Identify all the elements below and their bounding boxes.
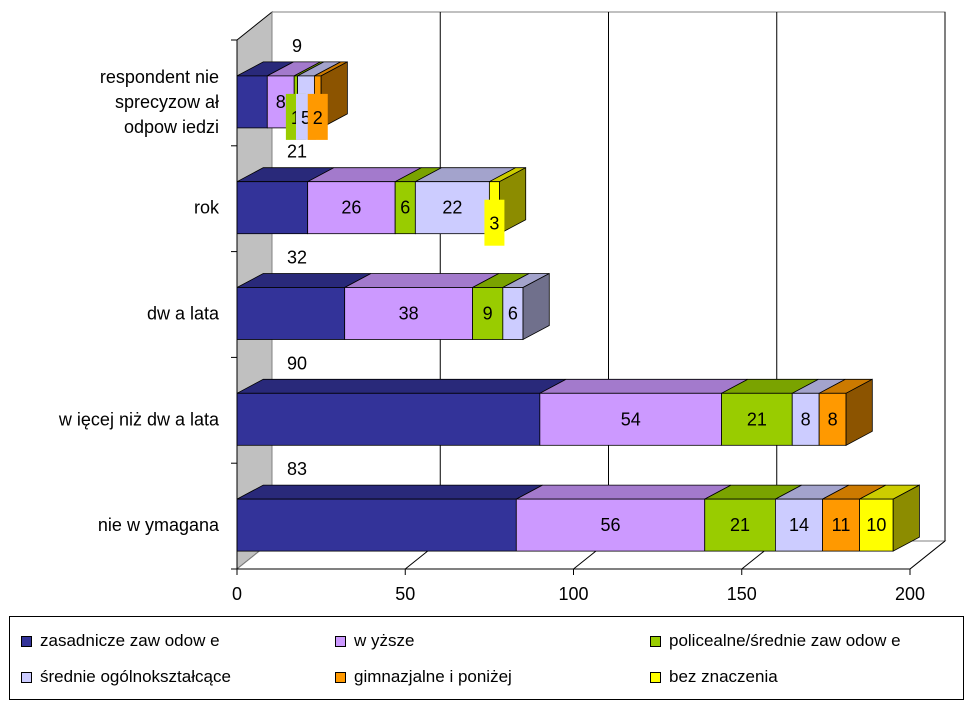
data-label: 54 [621,409,641,429]
x-tick-label: 150 [727,584,757,604]
data-label: 3 [489,214,499,234]
legend-item: średnie ogólnokształcące [21,667,231,687]
data-label-box [484,199,505,246]
bar-segment [236,498,517,552]
legend-label: bez znaczenia [669,667,778,686]
legend-label: w yższe [354,631,415,650]
legend-swatch [21,671,32,683]
data-label: 32 [287,248,307,268]
data-label: 90 [287,353,307,373]
bar-segment [236,287,346,340]
data-label: 38 [399,304,419,324]
bar-segment [307,181,396,235]
legend-item: gimnazjalne i poniżej [335,667,512,687]
legend-swatch [650,671,661,683]
bar-segment [236,392,541,446]
x-axis-ticks: 0 50 100 150 200 [231,39,925,604]
floor-gridline [909,540,946,570]
x-tick-label: 200 [895,584,925,604]
data-label: 8 [801,409,811,429]
bar-side [892,484,920,552]
data-label: 21 [747,409,767,429]
data-label: 9 [292,36,302,56]
category-label: w ięcej niż dw a lata [58,409,220,429]
bar-segment [414,181,490,235]
data-label: 21 [730,515,750,535]
category-label: sprecyzow ał [115,92,219,112]
data-label: 5 [301,108,311,128]
category-label: rok [194,198,220,218]
x-tick-label: 100 [558,584,588,604]
legend-item: w yższe [335,631,414,651]
data-label: 22 [442,198,462,218]
bar-segment [236,181,309,235]
data-label: 11 [832,515,851,535]
legend-label: średnie ogólnokształcące [40,667,231,686]
data-label: 9 [483,304,493,324]
data-label: 1 [291,108,301,128]
category-labels: respondent nie sprecyzow ał odpow iedzi rok… [58,67,220,535]
bar-segment [818,392,847,446]
bar-side [522,272,550,341]
legend-label: zasadnicze zaw odow e [40,631,220,650]
bar-top [516,484,732,500]
category-label: respondent nie [100,67,219,87]
x-tick-label: 50 [395,584,415,604]
bar-segment [236,75,268,129]
legend-swatch [335,671,346,683]
data-label: 56 [600,515,620,535]
data-label: 21 [287,142,307,162]
category-label: nie w ymagana [98,515,220,535]
bar-segment [775,498,823,552]
data-label: 2 [313,108,323,128]
data-label: 10 [866,515,886,535]
data-label: 8 [276,92,286,112]
bar-segment [539,392,722,446]
bar-top [236,378,567,394]
legend-item: policealne/średnie zaw odow e [650,631,901,651]
data-label: 6 [508,304,518,324]
data-label: 8 [828,409,838,429]
legend-item: zasadnicze zaw odow e [21,631,220,651]
category-label: dw a lata [147,304,220,324]
category-label: odpow iedzi [124,117,219,137]
legend-item: bez znaczenia [650,667,778,687]
bar-segment [791,392,820,446]
legend: zasadnicze zaw odow e w yższe policealne/ś… [9,616,964,700]
bar-top [236,484,543,500]
legend-label: policealne/średnie zaw odow e [669,631,901,650]
legend-label: gimnazjalne i poniżej [354,667,512,686]
x-tick-label: 0 [232,584,242,604]
legend-swatch [21,635,32,647]
data-label: 14 [789,515,809,535]
data-label: 26 [341,198,361,218]
bar-segment [822,498,860,552]
data-label-box [307,93,328,140]
legend-swatch [650,635,661,647]
bar-side [845,378,873,446]
legend-swatch [335,635,346,647]
data-label: 83 [287,459,307,479]
data-label: 6 [400,198,410,218]
bar-top [539,378,748,394]
bar-segment [515,498,706,552]
